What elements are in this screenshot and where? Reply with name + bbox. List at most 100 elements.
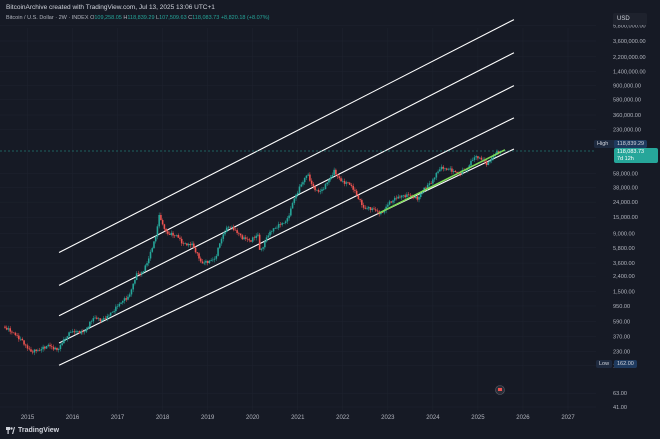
chart-grid (0, 25, 596, 410)
candle-body (362, 205, 365, 208)
low-tag: Low (596, 360, 613, 368)
candle-body (71, 331, 74, 333)
candle-body (137, 273, 140, 274)
candle-body (255, 235, 257, 238)
x-tick-label: 2022 (336, 415, 350, 421)
candle-body (397, 196, 400, 199)
channel-line (58, 19, 515, 254)
candle-body (435, 172, 438, 178)
candle-body (160, 214, 162, 221)
candle-body (87, 326, 89, 329)
candle-body (99, 318, 102, 322)
symbol-title[interactable]: Bitcoin / U.S. Dollar · 2W · INDEX (6, 15, 89, 21)
candle-body (361, 200, 363, 206)
candle-body (220, 238, 223, 244)
candle-body (293, 198, 296, 204)
tradingview-logo[interactable]: TradingView (6, 427, 59, 434)
candle-body (341, 180, 344, 182)
x-tick-label: 2020 (246, 415, 260, 421)
candle-body (83, 331, 86, 333)
y-tick-label: 5,800.00 (613, 246, 635, 252)
candle-body (125, 298, 128, 300)
candle-body (89, 321, 91, 327)
candle-body (80, 331, 83, 334)
y-tick-label: 24,000.00 (613, 200, 638, 206)
candle-body (324, 184, 327, 190)
y-tick-label: 41.00 (613, 405, 627, 411)
candle-body (172, 232, 174, 236)
candle-body (387, 204, 389, 207)
currency-selector[interactable]: USD (613, 13, 647, 25)
candle-body (328, 179, 330, 183)
candle-body (269, 231, 271, 236)
candle-body (451, 168, 453, 172)
candle-body (175, 234, 178, 236)
candle-body (440, 166, 443, 170)
candle-body (215, 255, 218, 259)
candle-body (158, 214, 160, 227)
candle-body (206, 260, 209, 264)
high-label: H (123, 15, 128, 21)
candle-body (336, 174, 339, 177)
y-tick-label: 230.00 (613, 350, 630, 356)
candle-body (383, 210, 386, 213)
candle-body (210, 260, 212, 261)
candle-body (232, 226, 235, 230)
footer-bar (0, 424, 660, 439)
candle-body (9, 328, 11, 332)
candle-body (191, 243, 193, 246)
high-tag-value-text: 118,839.29 (617, 141, 645, 147)
candle-body (286, 218, 289, 222)
candle-body (130, 289, 133, 295)
candle-body (224, 232, 226, 235)
candle-body (390, 201, 393, 203)
price-axis: 5,800,000.00 3,600,000.00 2,200,000.00 1,40… (613, 24, 646, 411)
candle-body (428, 183, 431, 185)
candle-body (203, 262, 206, 264)
candle-body (106, 316, 108, 319)
candle-body (310, 180, 313, 184)
candle-body (279, 224, 282, 225)
candle-body (348, 182, 351, 185)
candle-body (359, 199, 361, 201)
candle-body (47, 344, 50, 347)
candle-body (423, 187, 426, 192)
candle-body (201, 261, 204, 264)
candle-body (439, 169, 441, 172)
candle-body (49, 344, 51, 347)
candle-body (16, 335, 18, 336)
x-tick-label: 2021 (291, 415, 305, 421)
candle-body (478, 157, 481, 159)
low-tag-value: 162.00 (614, 360, 637, 368)
candle-body (116, 306, 119, 307)
candle-body (146, 263, 148, 266)
candle-body (194, 247, 197, 253)
candle-body (31, 351, 34, 353)
candle-body (139, 273, 141, 275)
candle-body (85, 328, 88, 332)
candle-body (369, 207, 372, 211)
candle-body (335, 169, 337, 175)
candle-body (400, 195, 403, 198)
high-tag-value: 118,839.29 (614, 140, 648, 148)
candle-body (414, 196, 417, 199)
candle-body (132, 283, 134, 290)
tradingview-mark-icon (6, 427, 15, 434)
y-tick-label: 3,600,000.00 (613, 39, 646, 45)
candle-body (329, 177, 332, 180)
candle-body (265, 237, 268, 242)
low-value: 107,509.63 (159, 15, 187, 21)
candle-body (180, 238, 183, 244)
candle-body (147, 258, 150, 264)
candle-body (264, 241, 266, 248)
candle-body (52, 346, 55, 350)
y-tick-label: 950.00 (613, 304, 630, 310)
candle-body (42, 346, 44, 350)
candle-body (173, 235, 176, 237)
candle-body (300, 184, 303, 187)
candle-body (314, 186, 316, 191)
candle-body (364, 207, 367, 209)
candle-body (92, 318, 95, 322)
candle-body (76, 331, 79, 332)
